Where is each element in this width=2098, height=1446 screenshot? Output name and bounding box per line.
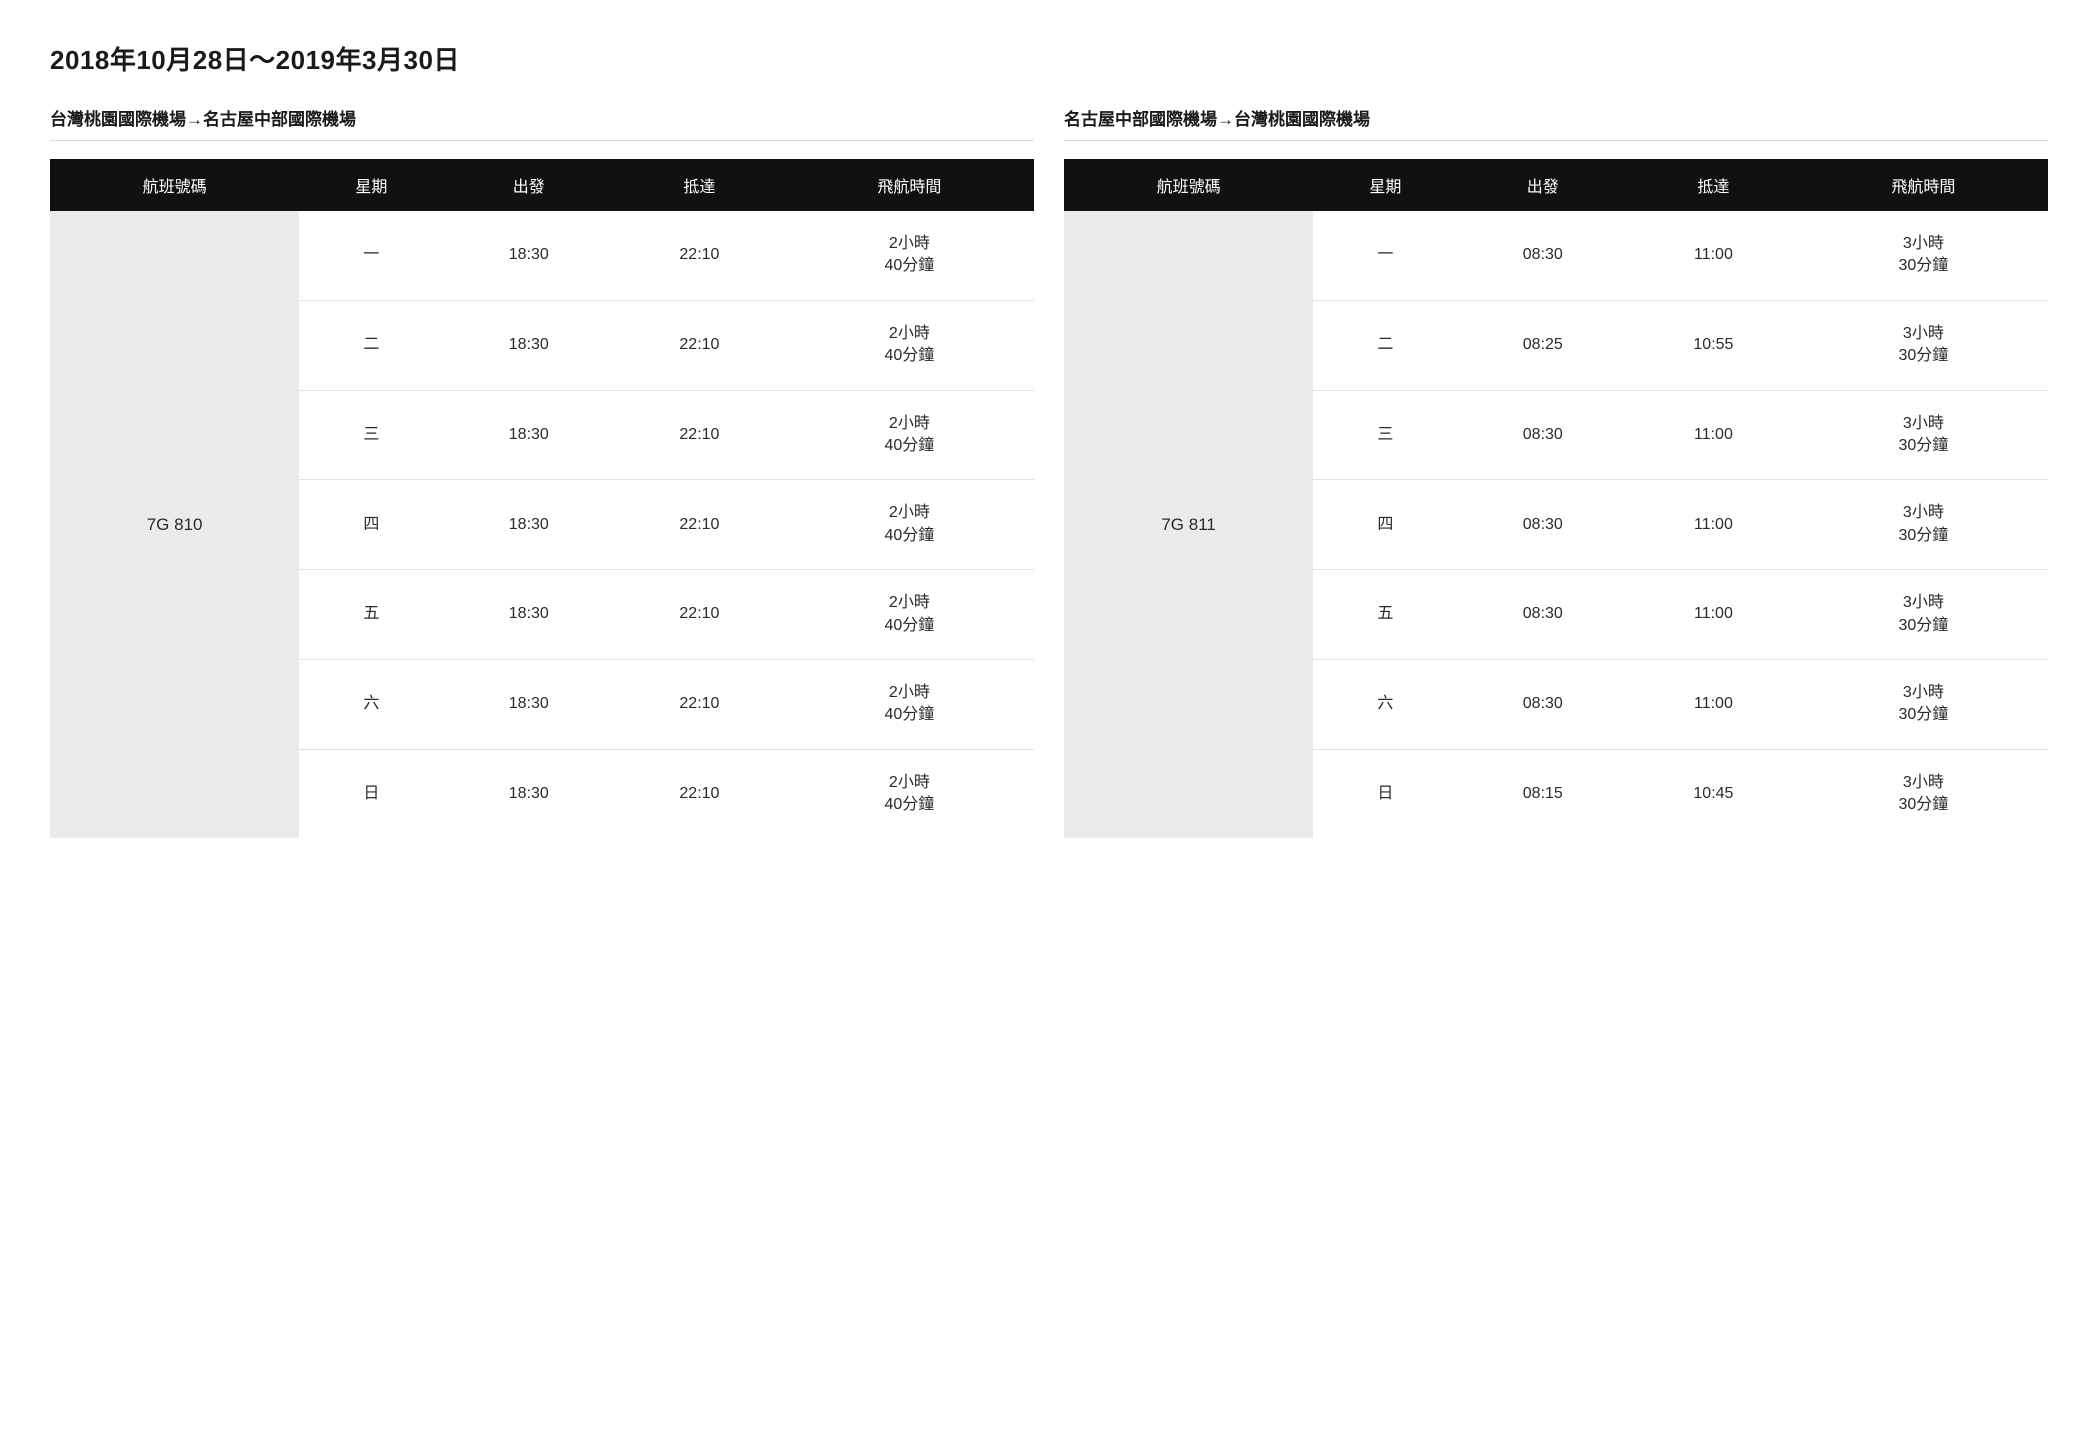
departure-cell: 18:30 [444, 390, 615, 480]
departure-cell: 18:30 [444, 300, 615, 390]
arrival-cell: 10:45 [1628, 749, 1799, 838]
duration-cell: 2小時40分鐘 [785, 390, 1034, 480]
day-cell: 六 [1313, 659, 1457, 749]
duration-cell: 3小時30分鐘 [1799, 211, 2048, 300]
col-flight-no: 航班號碼 [1064, 159, 1313, 211]
col-duration: 飛航時間 [785, 159, 1034, 211]
col-arr: 抵達 [614, 159, 785, 211]
day-cell: 五 [1313, 570, 1457, 660]
day-cell: 四 [1313, 480, 1457, 570]
day-cell: 二 [1313, 300, 1457, 390]
day-cell: 五 [299, 570, 443, 660]
day-cell: 一 [1313, 211, 1457, 300]
col-dep: 出發 [444, 159, 615, 211]
table-row: 7G 810一18:3022:102小時40分鐘 [50, 211, 1034, 300]
arrival-cell: 22:10 [614, 570, 785, 660]
departure-cell: 18:30 [444, 570, 615, 660]
col-day: 星期 [299, 159, 443, 211]
col-day: 星期 [1313, 159, 1457, 211]
duration-cell: 3小時30分鐘 [1799, 390, 2048, 480]
day-cell: 三 [1313, 390, 1457, 480]
arrival-cell: 10:55 [1628, 300, 1799, 390]
schedule-block-outbound: 台灣桃園國際機場→名古屋中部國際機場 航班號碼 星期 出發 抵達 飛航時間 7G… [50, 105, 1034, 838]
duration-cell: 3小時30分鐘 [1799, 300, 2048, 390]
route-title-inbound: 名古屋中部國際機場→台灣桃園國際機場 [1064, 105, 2048, 141]
tbody-inbound: 7G 811一08:3011:003小時30分鐘二08:2510:553小時30… [1064, 211, 2048, 838]
duration-cell: 3小時30分鐘 [1799, 749, 2048, 838]
col-flight-no: 航班號碼 [50, 159, 299, 211]
duration-cell: 3小時30分鐘 [1799, 570, 2048, 660]
arrival-cell: 22:10 [614, 390, 785, 480]
arrival-cell: 11:00 [1628, 480, 1799, 570]
schedule-block-inbound: 名古屋中部國際機場→台灣桃園國際機場 航班號碼 星期 出發 抵達 飛航時間 7G… [1064, 105, 2048, 838]
departure-cell: 08:30 [1458, 480, 1629, 570]
duration-cell: 2小時40分鐘 [785, 300, 1034, 390]
duration-cell: 3小時30分鐘 [1799, 480, 2048, 570]
arrival-cell: 11:00 [1628, 659, 1799, 749]
arrival-cell: 22:10 [614, 211, 785, 300]
flight-no-cell: 7G 811 [1064, 211, 1313, 838]
table-row: 7G 811一08:3011:003小時30分鐘 [1064, 211, 2048, 300]
page-title: 2018年10月28日～2019年3月30日 [50, 40, 2048, 77]
day-cell: 一 [299, 211, 443, 300]
col-dep: 出發 [1458, 159, 1629, 211]
duration-cell: 2小時40分鐘 [785, 211, 1034, 300]
day-cell: 四 [299, 480, 443, 570]
departure-cell: 08:30 [1458, 390, 1629, 480]
departure-cell: 18:30 [444, 480, 615, 570]
departure-cell: 18:30 [444, 659, 615, 749]
departure-cell: 18:30 [444, 211, 615, 300]
day-cell: 六 [299, 659, 443, 749]
arrival-cell: 11:00 [1628, 390, 1799, 480]
tbody-outbound: 7G 810一18:3022:102小時40分鐘二18:3022:102小時40… [50, 211, 1034, 838]
route-title-outbound: 台灣桃園國際機場→名古屋中部國際機場 [50, 105, 1034, 141]
day-cell: 日 [299, 749, 443, 838]
duration-cell: 2小時40分鐘 [785, 749, 1034, 838]
day-cell: 二 [299, 300, 443, 390]
schedule-table-outbound: 航班號碼 星期 出發 抵達 飛航時間 7G 810一18:3022:102小時4… [50, 159, 1034, 838]
departure-cell: 08:30 [1458, 659, 1629, 749]
departure-cell: 08:25 [1458, 300, 1629, 390]
duration-cell: 2小時40分鐘 [785, 659, 1034, 749]
col-arr: 抵達 [1628, 159, 1799, 211]
schedule-table-inbound: 航班號碼 星期 出發 抵達 飛航時間 7G 811一08:3011:003小時3… [1064, 159, 2048, 838]
col-duration: 飛航時間 [1799, 159, 2048, 211]
duration-cell: 2小時40分鐘 [785, 570, 1034, 660]
departure-cell: 08:30 [1458, 211, 1629, 300]
arrival-cell: 22:10 [614, 749, 785, 838]
arrival-cell: 22:10 [614, 659, 785, 749]
flight-no-cell: 7G 810 [50, 211, 299, 838]
arrival-cell: 11:00 [1628, 570, 1799, 660]
departure-cell: 18:30 [444, 749, 615, 838]
duration-cell: 2小時40分鐘 [785, 480, 1034, 570]
arrival-cell: 22:10 [614, 300, 785, 390]
departure-cell: 08:30 [1458, 570, 1629, 660]
arrival-cell: 22:10 [614, 480, 785, 570]
duration-cell: 3小時30分鐘 [1799, 659, 2048, 749]
tables-wrap: 台灣桃園國際機場→名古屋中部國際機場 航班號碼 星期 出發 抵達 飛航時間 7G… [50, 105, 2048, 838]
departure-cell: 08:15 [1458, 749, 1629, 838]
day-cell: 三 [299, 390, 443, 480]
arrival-cell: 11:00 [1628, 211, 1799, 300]
day-cell: 日 [1313, 749, 1457, 838]
